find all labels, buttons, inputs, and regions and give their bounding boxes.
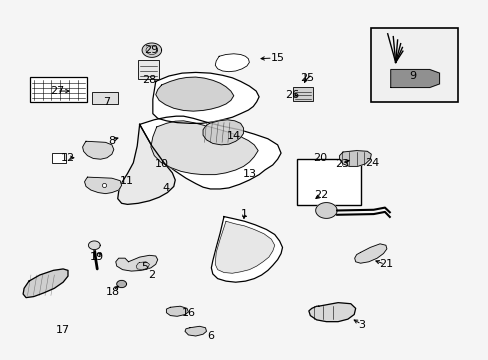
Text: 11: 11 [119,176,133,186]
Text: 25: 25 [299,73,313,83]
Bar [52,153,65,163]
Polygon shape [140,116,281,189]
Bar [92,93,118,104]
Text: 22: 22 [314,190,328,200]
Polygon shape [184,326,206,336]
Polygon shape [151,121,258,175]
Polygon shape [136,262,149,270]
Polygon shape [156,77,233,111]
Text: 17: 17 [56,325,70,335]
Polygon shape [118,125,175,204]
Bar [138,60,158,79]
Text: 15: 15 [270,53,284,63]
Polygon shape [117,280,126,288]
Text: 19: 19 [90,252,104,262]
Text: 20: 20 [312,153,326,163]
Text: 18: 18 [105,287,120,297]
Text: 23: 23 [334,159,348,169]
Text: 29: 29 [143,45,158,55]
Text: 2: 2 [148,270,155,280]
Text: 6: 6 [206,331,213,341]
Text: 27: 27 [50,86,64,96]
Text: 7: 7 [103,97,110,107]
Text: 16: 16 [181,309,195,318]
Polygon shape [88,241,100,249]
Text: 14: 14 [226,131,241,141]
Text: 10: 10 [154,159,168,169]
Polygon shape [118,125,175,204]
Bar [297,159,360,205]
Polygon shape [116,255,158,271]
Text: 24: 24 [365,158,379,168]
Polygon shape [215,221,274,273]
Text: 13: 13 [242,168,256,179]
Text: 8: 8 [108,136,115,145]
Text: 3: 3 [357,320,364,330]
Bar [370,28,457,102]
Text: 26: 26 [285,90,299,100]
Text: 12: 12 [61,153,75,163]
Text: 21: 21 [378,259,392,269]
Polygon shape [153,72,259,123]
Polygon shape [203,120,243,145]
Polygon shape [23,269,68,298]
Polygon shape [142,43,161,57]
Text: 5: 5 [141,262,148,272]
Polygon shape [215,54,249,72]
Bar [30,77,87,102]
Polygon shape [339,150,370,166]
Polygon shape [354,244,386,263]
Text: 4: 4 [163,183,170,193]
Polygon shape [211,217,282,282]
Bar [293,87,312,101]
Polygon shape [390,69,439,87]
Polygon shape [84,177,122,194]
Text: 1: 1 [241,209,247,219]
Polygon shape [315,203,336,219]
Polygon shape [166,306,188,316]
Polygon shape [308,303,355,321]
Text: 9: 9 [408,71,415,81]
Text: 28: 28 [142,75,156,85]
Polygon shape [82,141,114,159]
